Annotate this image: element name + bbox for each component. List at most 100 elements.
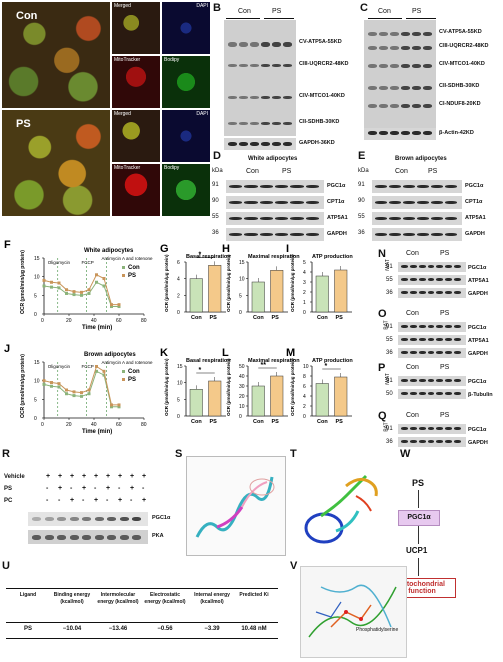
table-rule (6, 638, 278, 639)
blot-r-band (132, 535, 141, 540)
micro-ps-label: PS (16, 118, 31, 130)
blot-c-band (423, 32, 432, 36)
sig-marker: * (325, 363, 328, 370)
y-axis-label: OCR (pmol/min/μg protein) (20, 354, 26, 418)
treatment-mark: + (142, 497, 147, 504)
panel-label-v: V (290, 560, 298, 572)
y-tick-label: 10 (34, 275, 40, 281)
treatment-mark: + (142, 473, 147, 480)
x-tick-label: PS (336, 419, 344, 425)
blot-band (401, 351, 408, 354)
treatment-mark: + (118, 473, 123, 480)
treatment-mark: - (70, 485, 73, 492)
blot-r-band (132, 517, 141, 521)
blot-row-label: CPT1α (465, 199, 483, 205)
table-header: Electrostatic energy (kcal/mol) (144, 592, 186, 605)
blot-r-band (32, 535, 41, 540)
blot-band (290, 200, 304, 204)
treatment-mark: + (82, 485, 87, 492)
series-point-con (87, 392, 91, 396)
blot-band (445, 351, 453, 354)
blot-c-band (401, 32, 410, 36)
blot-row-label: PGC1α (465, 183, 484, 189)
blot-row-label: PGC1α (327, 183, 346, 189)
x-tick-label: 60 (116, 422, 122, 428)
series-point-con (87, 291, 91, 295)
x-tick-label: Con (191, 419, 202, 425)
y-tick-label: 6 (177, 260, 180, 266)
blot-band (290, 184, 304, 188)
blot-band (418, 291, 426, 294)
table-header: Predicted Ki (239, 592, 269, 598)
blot-band (418, 325, 426, 328)
blot-row-label: PGC1α (468, 379, 487, 385)
blot-c-band (390, 86, 399, 90)
blot-band (229, 216, 243, 220)
blot-band (375, 184, 387, 188)
treatment-mark: - (118, 485, 121, 492)
blot-r-band (44, 517, 54, 521)
treatment-mark: - (106, 497, 109, 504)
treatment-mark: - (46, 485, 49, 492)
blot-r-label: PKA (152, 533, 164, 539)
blot-band (418, 392, 426, 395)
bar-con (315, 275, 329, 313)
micrograph-ps: PS (2, 110, 110, 216)
blot-c-band (390, 46, 399, 50)
x-tick-label: PS (336, 315, 344, 321)
blot-b-band (272, 96, 281, 99)
legend-label: PS (128, 377, 136, 383)
blot-b-band (228, 96, 237, 99)
blot-band (418, 351, 426, 354)
blot-c-band (412, 86, 421, 90)
blot-band (418, 427, 426, 430)
y-tick-label: 20 (239, 394, 245, 400)
x-tick-label: PS (272, 419, 280, 425)
table-cell: −13.46 (108, 626, 128, 632)
panel-label-p: P (378, 362, 386, 374)
pathway-arrow (418, 558, 419, 576)
blot-b-band (239, 64, 248, 67)
series-point-con (117, 405, 121, 409)
y-tick-label: 0 (177, 310, 180, 316)
blot-row-label: ATP5A1 (465, 215, 486, 221)
y-tick-label: 2 (177, 293, 180, 299)
legend-swatch (122, 274, 125, 277)
blot-c-band (390, 32, 399, 36)
blot-b-band-label: CIV-MTCO1-40KD (299, 93, 345, 99)
blot-band (445, 184, 457, 188)
blot-r-band (69, 517, 79, 521)
blot-c-loading-band (401, 131, 410, 135)
blot-band (436, 291, 444, 294)
blot-band (427, 338, 435, 341)
panel-label-b: B (213, 2, 221, 14)
mito-ps: MitoTracker (112, 164, 160, 216)
series-point-ps (80, 391, 83, 395)
blot-band (454, 351, 461, 354)
panel-label-u: U (2, 560, 10, 572)
blot-band (401, 338, 408, 341)
y-tick-label: 10 (239, 277, 245, 283)
table-rule (6, 622, 278, 623)
table-rule (6, 588, 278, 589)
x-tick-label: PS (210, 419, 218, 425)
chart-title: ATP production (312, 254, 353, 260)
kda-marker: 90 (212, 198, 219, 204)
blot-b-band (250, 96, 259, 99)
blot-band (259, 216, 273, 220)
blot-b-loading-band (283, 142, 292, 146)
x-tick-label: Con (253, 419, 264, 425)
y-tick-label: 0 (177, 414, 180, 420)
blot-band (445, 200, 457, 204)
blot-band (401, 379, 408, 382)
blot-r-band (44, 535, 54, 540)
series-point-con (42, 284, 46, 288)
blot-band (389, 184, 401, 188)
mito-con: MitoTracker (112, 56, 160, 108)
blot-band (436, 440, 444, 443)
series-point-con (42, 382, 46, 386)
series-point-ps (95, 364, 98, 368)
kda-marker: 36 (358, 230, 365, 236)
y-tick-label: 0 (303, 414, 306, 420)
